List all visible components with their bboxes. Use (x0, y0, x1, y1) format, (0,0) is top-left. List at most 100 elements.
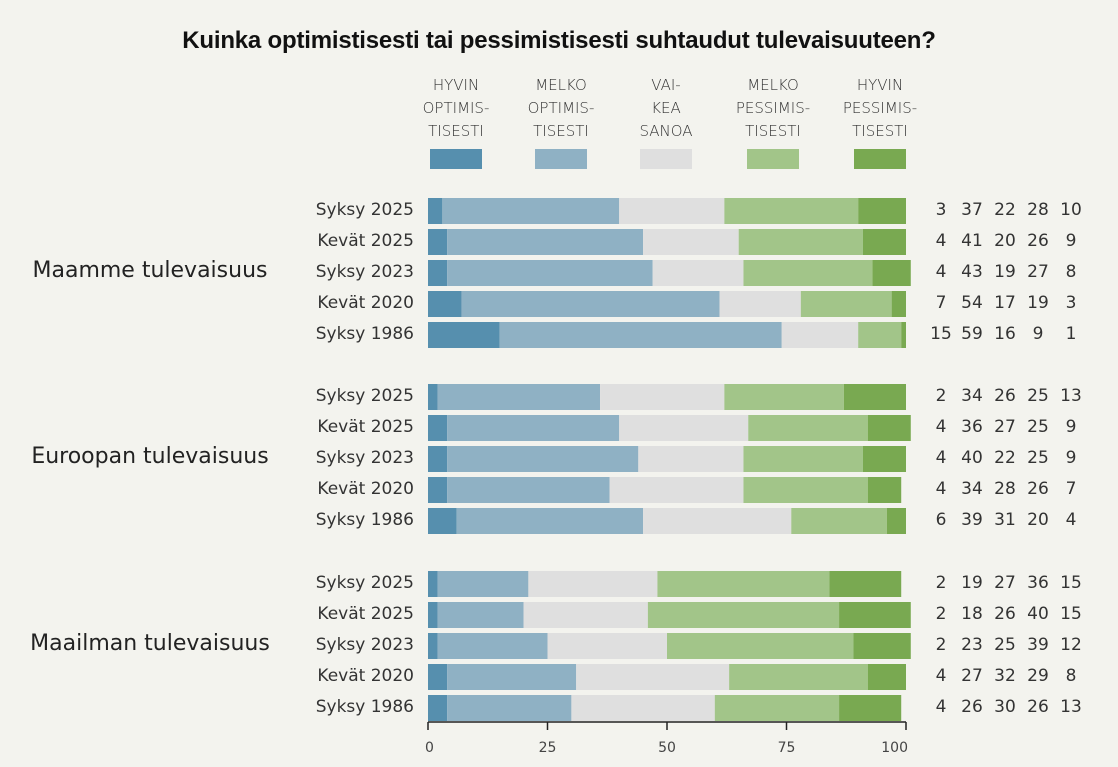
bar-segment (619, 415, 749, 441)
row-label: Syksy 2025 (315, 386, 414, 406)
bar-segment (447, 229, 644, 255)
row-label: Kevät 2020 (317, 293, 414, 313)
data-label: 39 (961, 510, 983, 530)
bar-segment (547, 633, 667, 659)
data-label: 9 (1032, 324, 1044, 344)
data-label: 25 (1027, 448, 1049, 468)
bar-segment (528, 571, 658, 597)
bar-segment (743, 446, 863, 472)
bar-segment (576, 664, 730, 690)
bar-segment (447, 260, 653, 286)
bar-segment (428, 602, 438, 628)
data-label: 9 (1065, 417, 1077, 437)
data-label: 4 (935, 697, 947, 717)
group-label: Maamme tulevaisuus (32, 258, 268, 283)
data-label: 30 (994, 697, 1016, 717)
bar-segment (886, 508, 906, 534)
legend-swatch (430, 149, 482, 169)
data-label: 7 (1065, 479, 1077, 499)
data-label: 16 (994, 324, 1016, 344)
data-label: 7 (935, 293, 947, 313)
legend-item: HYVIN PESSIMIS- TISESTI (825, 74, 935, 169)
data-label: 25 (1027, 386, 1049, 406)
bar-segment (791, 508, 887, 534)
data-label: 10 (1060, 200, 1082, 220)
data-label: 4 (935, 479, 947, 499)
row-label: Kevät 2025 (317, 604, 414, 624)
data-label: 22 (994, 200, 1016, 220)
bar-segment (428, 260, 448, 286)
bar-segment (523, 602, 648, 628)
bar-segment (667, 633, 854, 659)
legend-label: MELKO PESSIMIS- TISESTI (735, 76, 811, 140)
data-label: 19 (961, 573, 983, 593)
data-label: 26 (961, 697, 983, 717)
bar-segment (638, 446, 744, 472)
data-label: 18 (961, 604, 983, 624)
data-label: 39 (1027, 635, 1049, 655)
bar-segment (447, 446, 639, 472)
data-label: 9 (1065, 448, 1077, 468)
data-label: 19 (1027, 293, 1049, 313)
data-label: 26 (1027, 479, 1049, 499)
bar-segment (447, 477, 610, 503)
data-label: 13 (1060, 386, 1082, 406)
x-tick-label: 50 (658, 740, 676, 756)
data-label: 4 (935, 262, 947, 282)
data-label: 4 (935, 417, 947, 437)
bar-segment (447, 415, 620, 441)
data-label: 27 (961, 666, 983, 686)
x-tick-label: 25 (539, 740, 557, 756)
data-label: 26 (1027, 231, 1049, 251)
chart-title: Kuinka optimistisesti tai pessimistisest… (182, 27, 936, 54)
bar-segment (867, 415, 911, 441)
data-label: 32 (994, 666, 1016, 686)
data-label: 26 (1027, 697, 1049, 717)
x-tick-label: 100 (881, 740, 908, 756)
bar-segment (609, 477, 744, 503)
data-label: 25 (994, 635, 1016, 655)
bar-segment (428, 291, 462, 317)
row-label: Syksy 2023 (315, 635, 414, 655)
data-label: 8 (1065, 666, 1077, 686)
data-label: 43 (961, 262, 983, 282)
legend-item: VAI- KEA SANOA (611, 74, 721, 169)
data-label: 2 (935, 604, 947, 624)
data-label: 28 (1027, 200, 1049, 220)
bar-segment (428, 446, 448, 472)
bar-segment (858, 322, 902, 348)
data-label: 27 (1027, 262, 1049, 282)
data-label: 28 (994, 479, 1016, 499)
data-label: 25 (1027, 417, 1049, 437)
row-label: Syksy 2025 (315, 200, 414, 220)
data-label: 4 (935, 448, 947, 468)
data-label: 19 (994, 262, 1016, 282)
legend-swatch (747, 149, 799, 169)
bar-segment (428, 508, 457, 534)
row-label: Syksy 1986 (315, 324, 414, 344)
data-label: 27 (994, 573, 1016, 593)
bar-segment (428, 477, 448, 503)
row-label: Syksy 2025 (315, 573, 414, 593)
data-label: 59 (961, 324, 983, 344)
row-label: Syksy 1986 (315, 697, 414, 717)
bar-segment (428, 229, 448, 255)
bar-segment (428, 664, 448, 690)
bar-segment (714, 695, 840, 721)
legend-swatch (640, 149, 692, 169)
data-label: 29 (1027, 666, 1049, 686)
bar-segment (862, 229, 906, 255)
legend-item: MELKO PESSIMIS- TISESTI (718, 74, 828, 169)
data-label: 31 (994, 510, 1016, 530)
bar-segment (839, 695, 902, 721)
bar-segment (743, 260, 873, 286)
row-label: Kevät 2025 (317, 231, 414, 251)
data-label: 2 (935, 386, 947, 406)
bar-segment (437, 384, 601, 410)
bar-segment (647, 602, 840, 628)
data-label: 6 (935, 510, 947, 530)
bar-segment (571, 695, 715, 721)
bar-segment (442, 198, 620, 224)
bar-segment (657, 571, 830, 597)
bar-segment (800, 291, 892, 317)
